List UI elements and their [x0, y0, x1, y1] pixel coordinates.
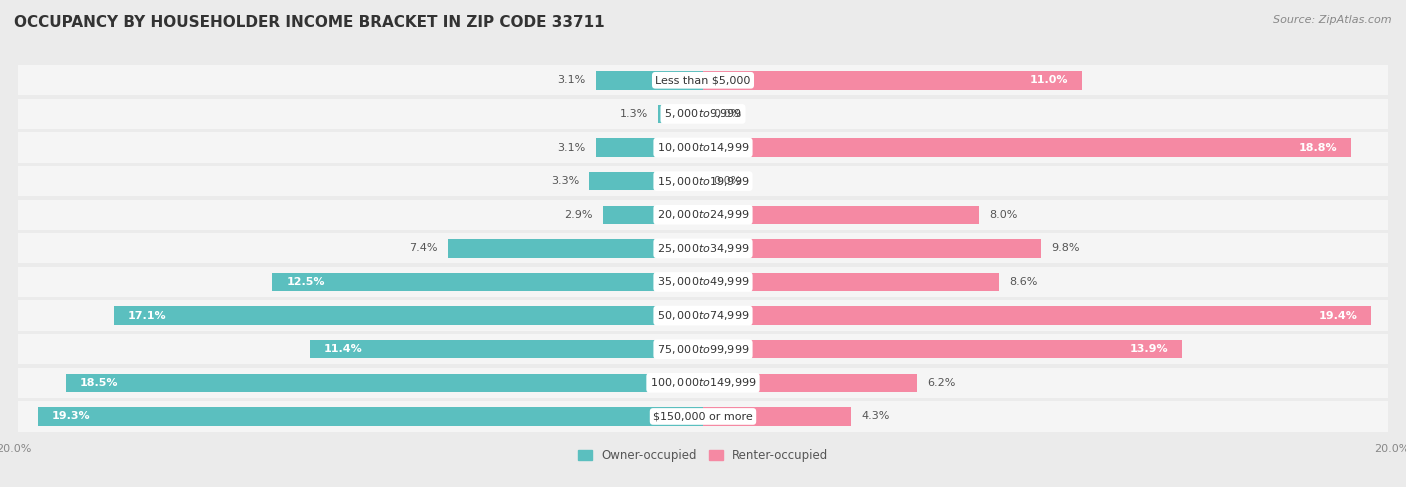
Bar — [14, 299, 1392, 333]
Bar — [589, 172, 703, 190]
Text: 13.9%: 13.9% — [1129, 344, 1168, 354]
Text: $20,000 to $24,999: $20,000 to $24,999 — [657, 208, 749, 221]
Text: 9.8%: 9.8% — [1050, 244, 1080, 253]
Bar — [17, 65, 1389, 95]
Bar — [14, 198, 1392, 231]
Text: 11.4%: 11.4% — [323, 344, 363, 354]
Text: $50,000 to $74,999: $50,000 to $74,999 — [657, 309, 749, 322]
Text: Less than $5,000: Less than $5,000 — [655, 75, 751, 85]
Bar — [703, 273, 1000, 291]
Bar — [17, 99, 1389, 129]
Bar — [66, 374, 703, 392]
Text: 8.0%: 8.0% — [988, 210, 1018, 220]
Bar — [703, 239, 1040, 258]
Bar — [658, 105, 703, 123]
Bar — [17, 200, 1389, 230]
Text: 11.0%: 11.0% — [1029, 75, 1069, 85]
Text: 3.1%: 3.1% — [558, 75, 586, 85]
Bar — [273, 273, 703, 291]
Text: 18.8%: 18.8% — [1298, 143, 1337, 152]
Bar — [14, 400, 1392, 433]
Bar — [703, 374, 917, 392]
Text: Source: ZipAtlas.com: Source: ZipAtlas.com — [1274, 15, 1392, 25]
Bar — [14, 63, 1392, 97]
Text: $35,000 to $49,999: $35,000 to $49,999 — [657, 276, 749, 288]
Bar — [14, 97, 1392, 131]
Bar — [14, 131, 1392, 164]
Text: 19.3%: 19.3% — [52, 412, 90, 421]
Bar — [703, 407, 851, 426]
Bar — [311, 340, 703, 358]
Text: 3.3%: 3.3% — [551, 176, 579, 186]
Text: $10,000 to $14,999: $10,000 to $14,999 — [657, 141, 749, 154]
Bar — [17, 267, 1389, 297]
Bar — [14, 366, 1392, 400]
Text: 17.1%: 17.1% — [128, 311, 166, 320]
Text: $25,000 to $34,999: $25,000 to $34,999 — [657, 242, 749, 255]
Bar — [14, 164, 1392, 198]
Legend: Owner-occupied, Renter-occupied: Owner-occupied, Renter-occupied — [572, 444, 834, 467]
Bar — [17, 132, 1389, 163]
Text: 19.4%: 19.4% — [1319, 311, 1358, 320]
Bar — [703, 340, 1182, 358]
Bar — [703, 206, 979, 224]
Text: 8.6%: 8.6% — [1010, 277, 1038, 287]
Text: $15,000 to $19,999: $15,000 to $19,999 — [657, 175, 749, 187]
Text: $150,000 or more: $150,000 or more — [654, 412, 752, 421]
Text: 0.0%: 0.0% — [713, 109, 741, 119]
Bar — [17, 166, 1389, 196]
Text: OCCUPANCY BY HOUSEHOLDER INCOME BRACKET IN ZIP CODE 33711: OCCUPANCY BY HOUSEHOLDER INCOME BRACKET … — [14, 15, 605, 30]
Bar — [17, 300, 1389, 331]
Text: 1.3%: 1.3% — [620, 109, 648, 119]
Bar — [17, 401, 1389, 431]
Bar — [703, 306, 1371, 325]
Bar — [603, 206, 703, 224]
Bar — [38, 407, 703, 426]
Bar — [14, 333, 1392, 366]
Text: 0.0%: 0.0% — [713, 176, 741, 186]
Bar — [14, 265, 1392, 299]
Text: $75,000 to $99,999: $75,000 to $99,999 — [657, 343, 749, 356]
Bar — [596, 138, 703, 157]
Bar — [449, 239, 703, 258]
Text: 2.9%: 2.9% — [564, 210, 593, 220]
Bar — [114, 306, 703, 325]
Bar — [17, 233, 1389, 263]
Text: 6.2%: 6.2% — [927, 378, 955, 388]
Text: $100,000 to $149,999: $100,000 to $149,999 — [650, 376, 756, 389]
Bar — [14, 231, 1392, 265]
Bar — [17, 368, 1389, 398]
Text: 7.4%: 7.4% — [409, 244, 437, 253]
Text: 12.5%: 12.5% — [287, 277, 325, 287]
Bar — [703, 138, 1351, 157]
Bar — [703, 71, 1083, 90]
Bar — [596, 71, 703, 90]
Bar — [17, 334, 1389, 364]
Text: 18.5%: 18.5% — [80, 378, 118, 388]
Text: 4.3%: 4.3% — [862, 412, 890, 421]
Text: $5,000 to $9,999: $5,000 to $9,999 — [664, 108, 742, 120]
Text: 3.1%: 3.1% — [558, 143, 586, 152]
